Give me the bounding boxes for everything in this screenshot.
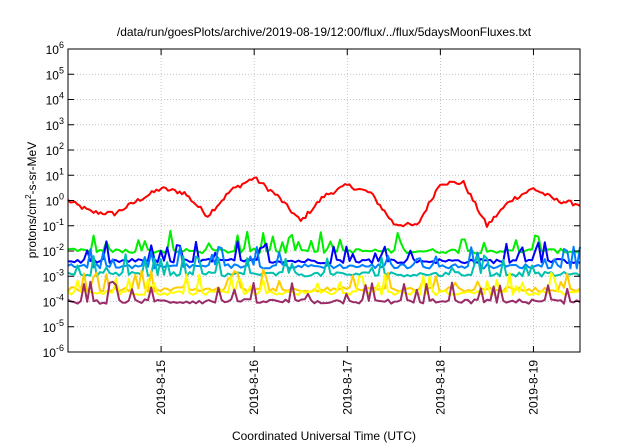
series-line-3 [68,240,581,265]
y-axis-label: protons/cm2-s-sr-MeV [24,142,39,258]
y-tick-label: 10-3 [43,267,64,284]
y-tick-label: 100 [46,192,64,209]
y-tick-label: 101 [46,166,64,183]
y-tick-label: 10-5 [43,318,64,335]
y-tick-label: 103 [46,116,64,133]
series-line-1 [67,176,581,228]
y-tick-label: 10-2 [43,242,64,259]
y-tick-label: 104 [46,91,64,108]
x-tick-label: 2019-8-16 [247,360,261,415]
x-tick-label: 2019-8-15 [154,360,168,415]
y-tick-label: 10-6 [43,343,64,360]
x-tick-label: 2019-8-19 [526,360,540,415]
x-axis-ticks: 2019-8-15 2019-8-16 2019-8-17 2019-8-18 2019… [154,49,540,415]
chart-title: /data/run/goesPlots/archive/2019-08-19/1… [117,25,532,39]
y-tick-label: 106 [46,40,64,57]
series-line-5 [67,253,581,278]
x-axis-label: Coordinated Universal Time (UTC) [232,429,416,443]
x-tick-label: 2019-8-18 [433,360,447,415]
grid-lines [68,49,580,352]
y-tick-label: 10-4 [43,293,64,310]
series-line-2 [67,229,581,255]
series-line-8 [67,280,581,305]
series-lines [67,176,581,305]
y-axis-ticks: 10-6 10-5 10-4 10-3 10-2 10-1 100 101 102 103 104 1… [43,40,580,360]
y-tick-label: 105 [46,65,64,82]
y-tick-label: 10-1 [43,217,64,234]
y-tick-label: 102 [46,141,64,158]
x-tick-label: 2019-8-17 [340,360,354,415]
